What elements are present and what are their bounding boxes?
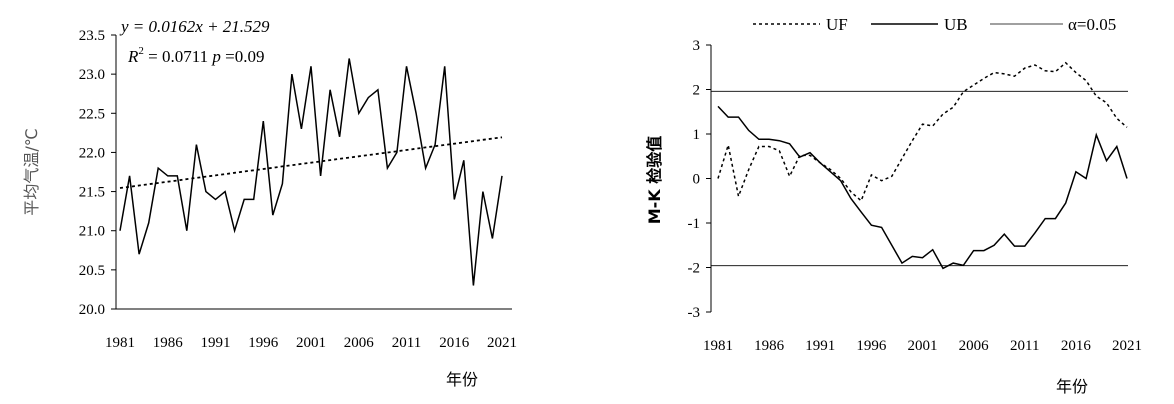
temperature-temperature-line	[119, 58, 503, 286]
temperature-x-tick-label: 1981	[105, 335, 135, 351]
mk-x-ticks: 1981 1986 1991 1996 2001 2006 2011 2016 2021	[703, 338, 1142, 354]
mk-uf-line	[717, 61, 1128, 203]
mk-y-tick-label: 1	[693, 127, 701, 143]
mk-y-tick-label: 0	[693, 172, 701, 188]
mk-legend: UF UB α=0.05	[753, 15, 1116, 34]
mk-y-tick-label: -1	[688, 216, 701, 232]
temperature-chart: 20.020.521.021.522.022.523.023.5 1981 198…	[22, 17, 517, 389]
temperature-y-tick-label: 20.0	[79, 302, 105, 318]
mk-ub-line	[717, 105, 1128, 270]
temperature-x-axis-label: 年份	[446, 370, 478, 389]
temperature-y-tick-label: 21.0	[79, 224, 105, 240]
mk-y-tick-label: -3	[688, 305, 701, 321]
temperature-y-tick-label: 23.0	[79, 67, 105, 83]
temperature-x-tick-label: 2011	[392, 335, 421, 351]
mk-y-tick-label: -2	[688, 261, 701, 277]
mk-x-tick-label: 2011	[1010, 338, 1039, 354]
temperature-x-tick-label: 2021	[487, 335, 517, 351]
temperature-x-ticks: 1981 1986 1991 1996 2001 2006 2011 2016 2021	[105, 335, 517, 351]
temperature-trend-line	[119, 136, 503, 189]
temperature-x-tick-label: 1991	[201, 335, 231, 351]
mk-reference-lines	[711, 90, 1128, 267]
mk-test-chart: -3 -2 -1 0 1 2 3 1981 1986 1991 1996 2001 2006 2011 2…	[645, 15, 1142, 396]
mk-x-axis-label: 年份	[1056, 377, 1088, 396]
temperature-y-ticks: 20.0 20.5 21.0 21.5 22.0 22.5 23.0 23.5	[79, 28, 116, 318]
temperature-y-tick-label: 20.5	[79, 263, 105, 279]
mk-x-tick-label: 1991	[805, 338, 835, 354]
mk-y-ticks: -3 -2 -1 0 1 2 3	[688, 38, 711, 321]
temperature-y-axis-label: 平均气温/℃	[22, 128, 41, 215]
temperature-y-tick-label: 21.5	[79, 185, 105, 201]
temperature-series-group	[119, 58, 503, 286]
mk-x-tick-label: 1981	[703, 338, 733, 354]
temperature-x-tick-label: 1986	[153, 335, 184, 351]
mk-y-tick-label: 2	[693, 83, 701, 99]
legend-alpha-label: α=0.05	[1068, 15, 1116, 34]
regression-equation: y = 0.0162x + 21.529	[119, 17, 270, 36]
mk-x-tick-label: 2021	[1112, 338, 1142, 354]
temperature-y-tick-label: 22.0	[79, 145, 105, 161]
mk-x-tick-label: 2016	[1061, 338, 1092, 354]
temperature-x-tick-label: 1996	[248, 335, 279, 351]
legend-uf-label: UF	[826, 15, 848, 34]
mk-series-group	[717, 61, 1128, 270]
temperature-x-tick-label: 2006	[344, 335, 375, 351]
mk-y-tick-label: 3	[693, 38, 701, 54]
temperature-y-tick-label: 23.5	[79, 28, 105, 44]
temperature-x-tick-label: 2016	[439, 335, 470, 351]
r-squared-annotation: R2 = 0.0711 p =0.09	[127, 45, 264, 66]
mk-x-tick-label: 2006	[959, 338, 990, 354]
mk-x-tick-label: 1996	[856, 338, 887, 354]
temperature-y-tick-label: 22.5	[79, 106, 105, 122]
mk-y-axis-label: M-K 检验值	[645, 136, 664, 225]
mk-x-tick-label: 2001	[908, 338, 938, 354]
mk-x-tick-label: 1986	[754, 338, 785, 354]
temperature-x-tick-label: 2001	[296, 335, 326, 351]
legend-ub-label: UB	[944, 15, 968, 34]
